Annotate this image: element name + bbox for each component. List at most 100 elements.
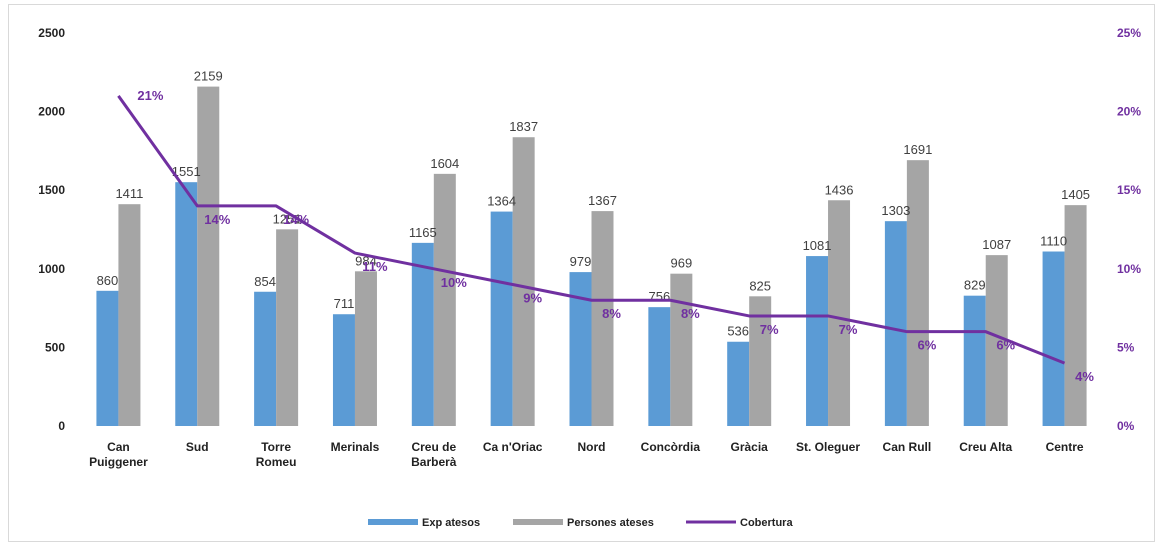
coverage-value-label: 21% (137, 88, 163, 103)
bar-exp-atesos (332, 314, 355, 426)
bar-exp-atesos (1042, 251, 1065, 426)
bar-exp-atesos (411, 242, 434, 426)
category-label: Can Rull (883, 440, 932, 454)
bar-value-label: 1087 (982, 237, 1011, 252)
bar-value-label: 1364 (487, 194, 516, 209)
bar-exp-atesos (963, 295, 986, 426)
legend-label-cobertura: Cobertura (740, 517, 793, 529)
y-right-tick-label: 5% (1117, 340, 1135, 354)
bar-value-label: 536 (727, 324, 749, 339)
y-left-tick-label: 1000 (38, 262, 65, 276)
bar-persones-ateses (354, 271, 377, 426)
bar-value-label: 1081 (803, 238, 832, 253)
y-left-tick-label: 1500 (38, 183, 65, 197)
y-right-tick-label: 0% (1117, 419, 1135, 433)
bar-persones-ateses (906, 160, 929, 426)
legend-label-exp-atesos: Exp atesos (422, 517, 480, 529)
category-label: Nord (578, 440, 606, 454)
category-label: Merinals (331, 440, 380, 454)
bar-value-label: 829 (964, 278, 986, 293)
coverage-value-label: 11% (362, 259, 388, 274)
coverage-value-label: 10% (441, 275, 467, 290)
category-label: Torre Romeu (256, 440, 297, 469)
bar-value-label: 825 (749, 278, 771, 293)
bar-exp-atesos (96, 290, 119, 426)
category-label: Creu de Barberà (411, 440, 457, 469)
bar-value-label: 1165 (409, 225, 437, 240)
bar-persones-ateses (985, 255, 1008, 426)
bar-persones-ateses (276, 229, 299, 426)
y-left-tick-label: 2000 (38, 105, 65, 119)
legend-swatch-persones-ateses (513, 519, 563, 525)
category-label: Sud (186, 440, 209, 454)
bar-exp-atesos (806, 256, 829, 426)
legend-swatch-exp-atesos (368, 519, 418, 525)
bar-persones-ateses (670, 273, 693, 426)
legend-label-persones-ateses: Persones ateses (567, 517, 654, 529)
bar-exp-atesos (490, 211, 513, 426)
bar-value-label: 711 (334, 296, 355, 311)
y-left-tick-label: 0 (58, 419, 65, 433)
bar-persones-ateses (749, 296, 772, 426)
bar-exp-atesos (648, 307, 671, 426)
y-right-tick-label: 10% (1117, 262, 1141, 276)
bar-value-label: 1110 (1040, 234, 1067, 249)
bar-value-label: 1837 (509, 119, 538, 134)
coverage-value-label: 8% (681, 306, 700, 321)
category-label: Ca n'Oriac (483, 440, 543, 454)
bar-value-label: 756 (648, 289, 670, 304)
category-labels: Can Puiggener Sud Torre Romeu Merinals Creu de… (89, 440, 1084, 469)
right-axis: 0% 5% 10% 15% 20% 25% (1117, 26, 1141, 433)
bar-persones-ateses (118, 204, 141, 426)
bar-persones-ateses (591, 211, 614, 426)
bar-value-label: 1436 (825, 182, 854, 197)
bar-value-labels: 8601411155121598541251711984116516041364… (97, 69, 1090, 339)
bar-persones-ateses (1064, 205, 1087, 426)
coverage-value-label: 7% (760, 322, 779, 337)
y-right-tick-label: 15% (1117, 183, 1141, 197)
bar-value-label: 1691 (903, 142, 932, 157)
bar-value-label: 1405 (1061, 187, 1090, 202)
bar-value-label: 1604 (430, 156, 459, 171)
bar-exp-atesos (727, 341, 750, 426)
bar-value-label: 1551 (172, 164, 201, 179)
bar-exp-atesos (884, 221, 907, 426)
bar-value-label: 860 (97, 273, 119, 288)
combo-chart: 0 500 1000 1500 2000 2500 0% 5% 10% 15% 20% 25% 86… (38, 26, 1141, 529)
bar-persones-ateses (433, 173, 456, 426)
chart-frame: 0 500 1000 1500 2000 2500 0% 5% 10% 15% 20% 25% 86… (8, 4, 1155, 542)
bar-value-label: 1367 (588, 193, 617, 208)
coverage-value-label: 4% (1075, 369, 1094, 384)
category-label: Concòrdia (641, 440, 701, 454)
bar-exp-atesos (175, 182, 198, 426)
category-label: Gràcia (731, 440, 769, 454)
coverage-value-label: 7% (839, 322, 858, 337)
bar-exp-atesos (254, 291, 277, 426)
legend: Exp atesos Persones ateses Cobertura (368, 517, 793, 529)
y-left-tick-label: 500 (45, 340, 65, 354)
category-label: Centre (1046, 440, 1084, 454)
bar-value-label: 969 (670, 256, 692, 271)
category-label: Creu Alta (959, 440, 1012, 454)
bars (96, 86, 1087, 427)
coverage-value-label: 14% (283, 212, 309, 227)
bar-exp-atesos (569, 272, 592, 426)
bar-persones-ateses (197, 86, 220, 427)
bar-value-label: 854 (254, 274, 276, 289)
y-left-tick-label: 2500 (38, 26, 65, 40)
coverage-value-label: 6% (996, 338, 1015, 353)
category-label: St. Oleguer (796, 440, 860, 454)
y-right-tick-label: 25% (1117, 26, 1141, 40)
bar-value-label: 1303 (881, 203, 910, 218)
coverage-value-label: 9% (523, 291, 542, 306)
left-axis: 0 500 1000 1500 2000 2500 (38, 26, 65, 433)
y-right-tick-label: 20% (1117, 105, 1141, 119)
coverage-value-label: 14% (204, 212, 230, 227)
bar-value-label: 2159 (194, 69, 223, 84)
coverage-line-path (117, 95, 1066, 365)
category-label: Can Puiggener (89, 440, 148, 469)
bar-persones-ateses (512, 137, 535, 426)
coverage-line: 21% 14% 14% 11% 10% 9% 8% 8% 7% 7% 6% 6% 4% (117, 88, 1094, 384)
bar-value-label: 979 (570, 254, 592, 269)
coverage-value-label: 6% (917, 338, 936, 353)
